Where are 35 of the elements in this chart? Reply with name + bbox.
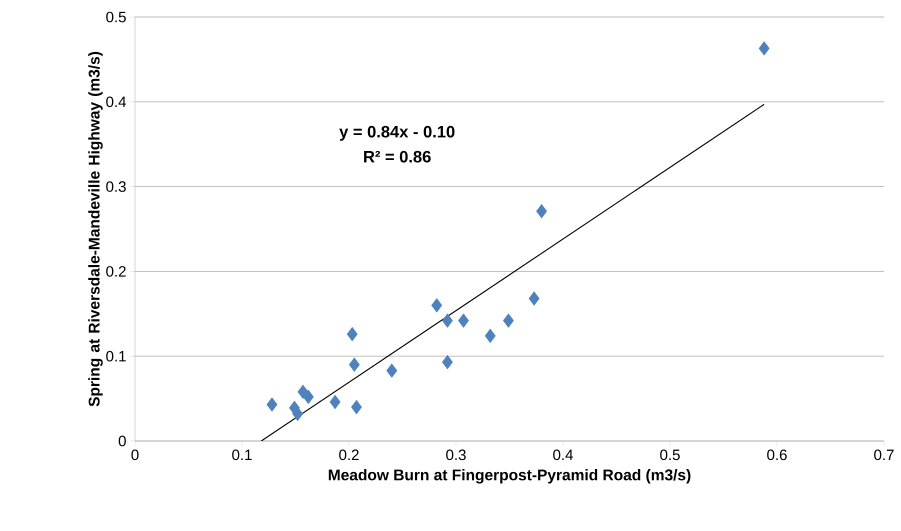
x-axis-title: Meadow Burn at Fingerpost-Pyramid Road (m3/s) [328,469,690,484]
x-tick-label: 0.2 [339,450,359,460]
annotation: y = 0.84x - 0.10 [339,126,454,141]
point [266,397,278,412]
point [484,328,496,344]
point [351,400,362,414]
y-tick-label: 0.5 [106,12,126,22]
x-tick-label: 0.1 [232,450,252,460]
y-tick-label: 0.3 [106,181,126,192]
x-tick-label: 0 [131,450,139,460]
point [536,204,548,218]
x-tick-label: 0.6 [767,450,787,460]
x-tick-label: 0.4 [553,450,573,460]
y-axis-title: Spring at Riversdale-Mandeville Highway (m3/s) [88,52,103,406]
point [346,326,358,342]
x-tick-label: 0.5 [660,450,680,460]
y-tick-label: 0.4 [106,96,126,108]
point [386,363,398,378]
x-tick-label: 0.3 [446,450,466,460]
y-tick-label: 0.1 [106,350,126,362]
point [292,406,304,422]
point [302,390,314,404]
point [528,291,540,306]
point [442,354,453,370]
y-tick-label: 0 [118,436,126,446]
point [458,313,469,328]
annotation: R² = 0.86 [364,150,431,163]
point [431,298,442,313]
x-tick-label: 0.7 [874,450,894,460]
point [758,41,770,56]
y-tick-label: 0.2 [106,266,126,277]
point [348,357,360,372]
point [442,313,453,328]
point [502,313,514,328]
point [330,394,341,410]
